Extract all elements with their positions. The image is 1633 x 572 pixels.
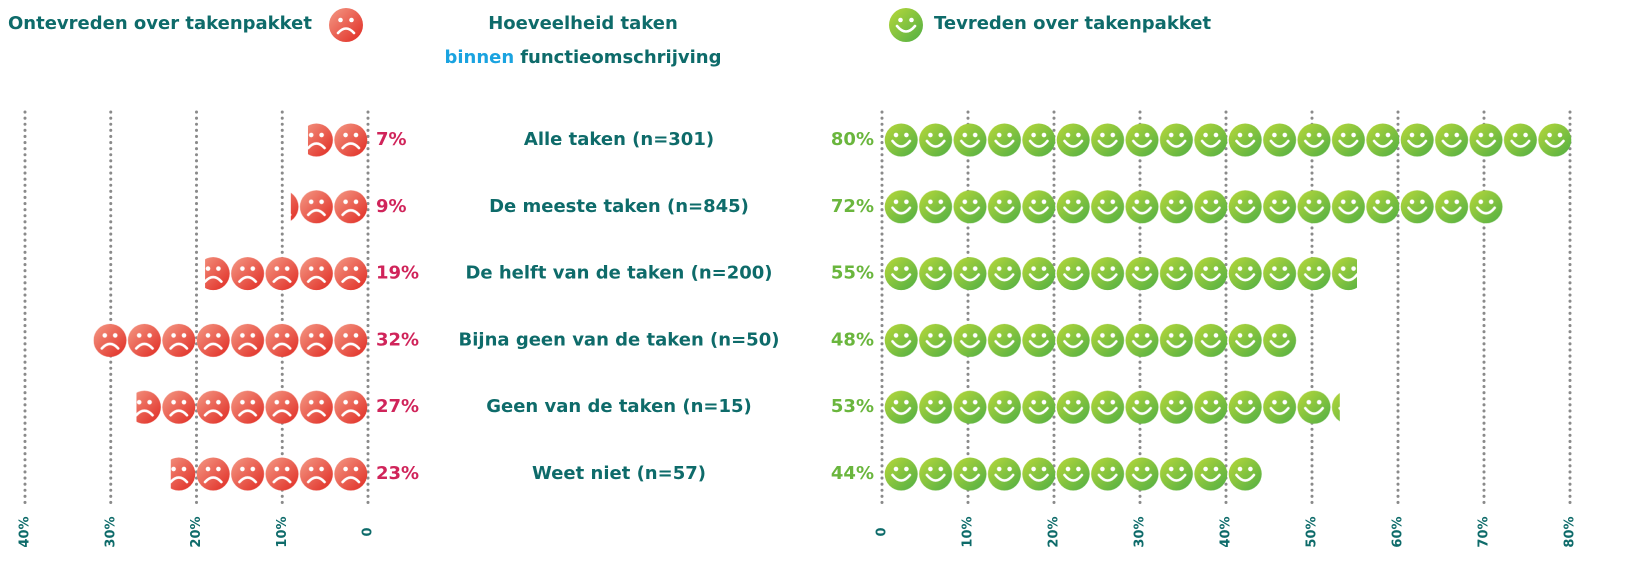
value-label: 53% [831,396,874,417]
value-label: 27% [376,396,419,417]
value-label: 32% [376,329,419,350]
center-subtitle: binnen functieomschrijving [445,47,722,68]
chart-title: Tevreden over takenpakket [934,13,1211,34]
x-tick-label: 30% [103,516,118,547]
category-label: Bijna geen van de taken (n=50) [459,329,780,350]
x-tick-label: 20% [1047,516,1062,547]
bar [136,390,368,425]
value-label: 19% [376,263,419,284]
category-label: Alle taken (n=301) [524,129,714,150]
bar [307,123,368,157]
x-tick-label: 30% [1133,516,1148,547]
value-label: 80% [831,129,874,150]
bar [884,123,1572,157]
center-title: Hoeveelheid taken [488,13,678,34]
value-label: 23% [376,463,419,484]
happy-icon [889,8,923,42]
highlight: binnen [445,47,515,68]
x-tick-label: 50% [1305,516,1320,547]
x-tick-label: 80% [1563,516,1578,547]
sad-icon [329,8,363,42]
value-label: 72% [831,196,874,217]
category-label: De helft van de taken (n=200) [465,263,772,284]
bar [884,323,1297,358]
x-tick-label: 20% [189,516,204,547]
x-tick-label: 0 [361,527,376,536]
x-tick-label: 10% [275,516,290,547]
bar [205,256,368,291]
x-tick-label: 70% [1477,516,1492,547]
bar [884,390,1340,425]
x-tick-label: 0 [875,527,890,536]
subtitle-rest: functieomschrijving [520,47,721,68]
bar [93,323,368,358]
value-label: 55% [831,263,874,284]
chart-title: Ontevreden over takenpakket [8,13,312,34]
bar [290,189,368,224]
x-tick-label: 60% [1391,516,1406,547]
value-label: 9% [376,196,407,217]
x-tick-label: 40% [18,516,33,547]
category-label: Weet niet (n=57) [532,463,706,484]
value-label: 7% [376,129,407,150]
x-tick-label: 40% [1219,516,1234,547]
category-label: De meeste taken (n=845) [489,196,749,217]
bar [884,256,1357,291]
bar [884,189,1504,224]
category-label: Geen van de taken (n=15) [486,396,752,417]
x-tick-label: 10% [961,516,976,547]
value-label: 48% [831,329,874,350]
bar [884,457,1263,491]
value-label: 44% [831,463,874,484]
bar [170,457,368,491]
